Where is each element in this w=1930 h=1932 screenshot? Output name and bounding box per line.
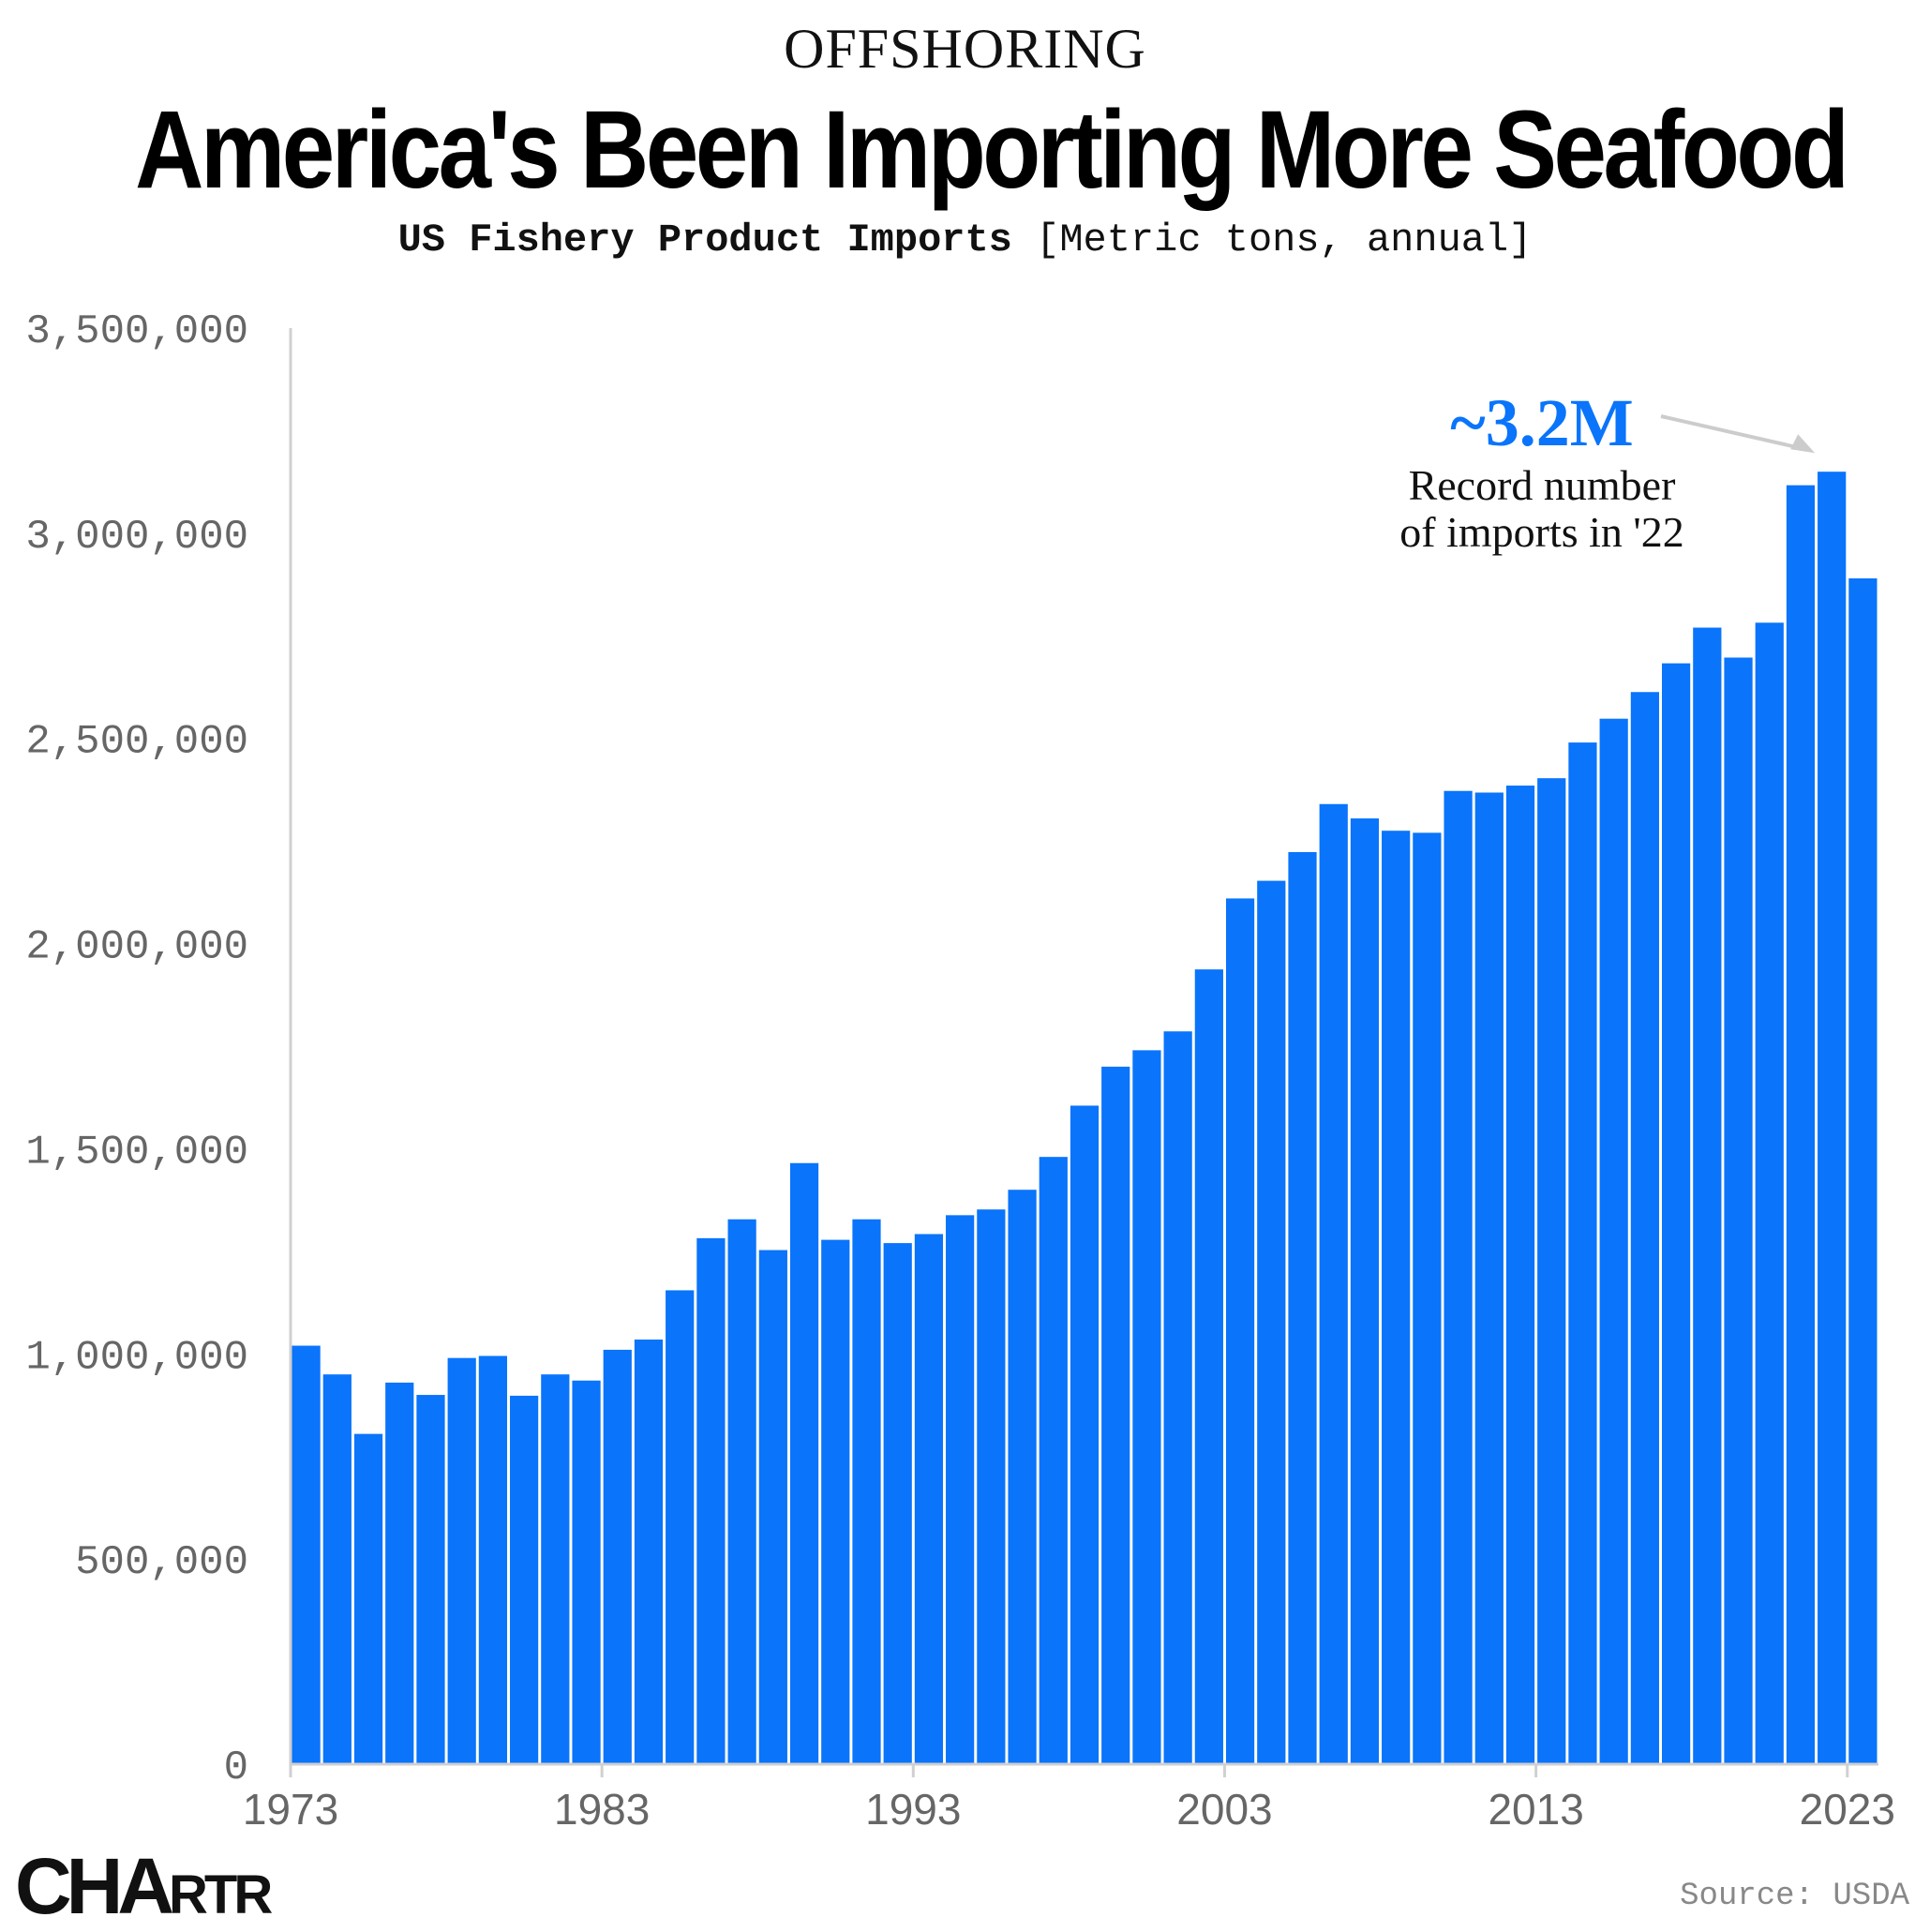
bar xyxy=(666,1290,695,1764)
bar xyxy=(416,1395,445,1764)
bar xyxy=(447,1357,476,1764)
bar xyxy=(634,1339,664,1764)
y-axis-ticks: 0 500,000 1,000,000 1,500,000 2,000,000 2,500… xyxy=(25,308,248,1791)
bar xyxy=(1818,472,1847,1765)
bar xyxy=(1693,627,1722,1764)
bar xyxy=(1444,790,1473,1764)
bar xyxy=(1039,1157,1068,1764)
annotation-arrow-line xyxy=(1660,414,1806,452)
x-tick-label: 1993 xyxy=(865,1785,961,1834)
chartr-logo: CHARTR xyxy=(15,1841,273,1932)
bar xyxy=(1101,1066,1130,1764)
bar xyxy=(1194,969,1223,1764)
bar xyxy=(977,1209,1006,1764)
subtitle-main: US Fishery Product Imports xyxy=(397,217,1012,262)
bar xyxy=(1350,818,1380,1764)
bar xyxy=(789,1162,819,1764)
annotation-arrow-head xyxy=(1790,434,1816,454)
chart-title: America's Been Importing More Seafood xyxy=(135,88,1849,212)
bar xyxy=(821,1239,850,1764)
bar xyxy=(1319,803,1348,1765)
bar xyxy=(1755,622,1784,1765)
x-tick-label: 1983 xyxy=(554,1785,650,1834)
x-tick-label: 2023 xyxy=(1800,1785,1895,1834)
bar xyxy=(883,1243,912,1764)
bar xyxy=(696,1237,726,1764)
y-tick-label: 500,000 xyxy=(75,1539,248,1586)
bar xyxy=(1008,1190,1037,1764)
logo-big: CHA xyxy=(15,1842,174,1930)
bars-group xyxy=(292,472,1878,1765)
x-tick-label: 1973 xyxy=(243,1785,338,1834)
bar xyxy=(1786,485,1816,1765)
bar xyxy=(1661,663,1691,1764)
bar xyxy=(1568,742,1597,1764)
bar xyxy=(1630,692,1659,1764)
bar xyxy=(1257,880,1286,1764)
y-tick-label: 3,000,000 xyxy=(25,514,248,561)
bar xyxy=(385,1382,414,1764)
bar xyxy=(1070,1105,1100,1764)
x-tick-label: 2013 xyxy=(1488,1785,1583,1834)
annotation-value: ~3.2M xyxy=(1450,385,1633,460)
y-tick-label: 1,500,000 xyxy=(25,1129,248,1176)
bar xyxy=(541,1374,570,1764)
chart-subtitle: US Fishery Product Imports [Metric tons,… xyxy=(0,217,1930,262)
bar xyxy=(914,1234,944,1764)
bar xyxy=(727,1219,756,1764)
annotation-line-1: Record number xyxy=(1409,461,1676,509)
bar xyxy=(353,1433,383,1764)
bar xyxy=(1163,1031,1192,1764)
logo-small: RTR xyxy=(169,1865,273,1925)
y-tick-label: 2,500,000 xyxy=(25,719,248,766)
kicker-label: OFFSHORING xyxy=(784,18,1146,80)
bar xyxy=(292,1345,321,1764)
bar xyxy=(1599,718,1628,1764)
subtitle-unit: [Metric tons, annual] xyxy=(1036,217,1533,262)
bar xyxy=(1132,1050,1161,1764)
bar xyxy=(1724,657,1753,1764)
bar xyxy=(1288,851,1317,1764)
y-tick-label: 3,500,000 xyxy=(25,308,248,355)
bar xyxy=(852,1219,881,1764)
bar xyxy=(1225,898,1255,1764)
bar xyxy=(1505,786,1535,1764)
x-tick-label: 2003 xyxy=(1176,1785,1272,1834)
bar xyxy=(1413,832,1442,1764)
y-tick-label: 1,000,000 xyxy=(25,1334,248,1381)
x-axis-ticks: 1973 1983 1993 2003 2013 2023 xyxy=(243,1764,1895,1834)
bar xyxy=(572,1380,601,1764)
annotation-line-2: of imports in '22 xyxy=(1399,508,1683,556)
y-tick-label: 2,000,000 xyxy=(25,924,248,971)
source-note: Source: USDA xyxy=(1680,1879,1909,1914)
y-tick-label: 0 xyxy=(224,1745,248,1791)
bar xyxy=(758,1250,787,1764)
bar xyxy=(510,1395,539,1764)
bar xyxy=(1382,831,1411,1764)
axes-group xyxy=(289,328,1878,1766)
bar xyxy=(1474,792,1504,1764)
bar xyxy=(603,1349,632,1764)
bar xyxy=(1848,578,1878,1764)
bar xyxy=(946,1215,975,1764)
bar xyxy=(322,1374,352,1764)
bar xyxy=(478,1355,508,1764)
bar xyxy=(1537,778,1566,1764)
